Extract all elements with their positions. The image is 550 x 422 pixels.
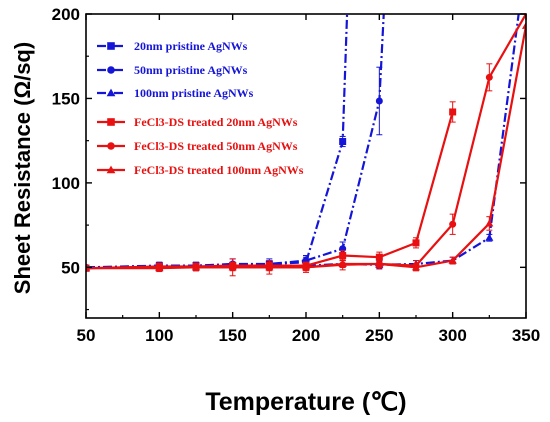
series-layer — [86, 14, 526, 277]
legend-label: FeCl3-DS treated 100nm AgNWs — [134, 163, 304, 177]
x-tick-label: 150 — [218, 326, 246, 345]
data-point — [412, 239, 420, 247]
x-tick-label: 250 — [365, 326, 393, 345]
legend: 20nm pristine AgNWs 50nm pristine AgNWs 10… — [97, 39, 304, 177]
data-point — [301, 263, 311, 271]
data-point — [265, 263, 274, 271]
data-point — [449, 220, 457, 228]
ticks-layer: 50 100 150 200 250 300 350 50 100 150 200 — [52, 5, 541, 345]
y-tick-label: 150 — [52, 89, 80, 108]
data-point — [485, 73, 493, 81]
data-point — [339, 252, 347, 260]
series-line — [86, 25, 526, 270]
legend-marker — [106, 165, 116, 174]
x-tick-label: 200 — [292, 326, 320, 345]
y-tick-label: 50 — [61, 258, 80, 277]
legend-marker — [107, 142, 115, 150]
legend-label: 100nm pristine AgNWs — [134, 86, 254, 100]
legend-marker — [107, 118, 115, 126]
data-point — [449, 108, 457, 116]
data-point — [375, 97, 383, 105]
x-tick-label: 50 — [77, 326, 96, 345]
data-point — [485, 233, 494, 241]
legend-marker — [107, 42, 115, 50]
y-tick-label: 100 — [52, 174, 80, 193]
data-point — [375, 259, 384, 267]
x-tick-label: 350 — [512, 326, 540, 345]
data-point — [338, 259, 347, 267]
legend-marker — [107, 66, 115, 74]
data-point — [485, 219, 494, 227]
legend-label: 20nm pristine AgNWs — [134, 39, 248, 53]
data-point — [448, 256, 457, 264]
legend-label: FeCl3-DS treated 50nm AgNWs — [134, 139, 298, 153]
data-point — [228, 263, 237, 271]
legend-label: FeCl3-DS treated 20nm AgNWs — [134, 115, 298, 129]
legend-marker — [106, 88, 116, 97]
data-point — [191, 263, 201, 271]
y-axis-title: Sheet Resistance (Ω/sq) — [10, 42, 35, 294]
data-point — [521, 21, 526, 29]
data-point — [339, 138, 347, 146]
series-line — [86, 111, 454, 270]
x-tick-label: 300 — [438, 326, 466, 345]
data-point — [411, 263, 421, 271]
series-5 — [86, 21, 526, 273]
x-axis-title: Temperature (℃) — [205, 388, 406, 416]
y-tick-label: 200 — [52, 5, 80, 24]
x-tick-label: 100 — [145, 326, 173, 345]
data-point — [375, 253, 383, 261]
legend-label: 50nm pristine AgNWs — [134, 63, 248, 77]
data-point — [155, 264, 164, 272]
